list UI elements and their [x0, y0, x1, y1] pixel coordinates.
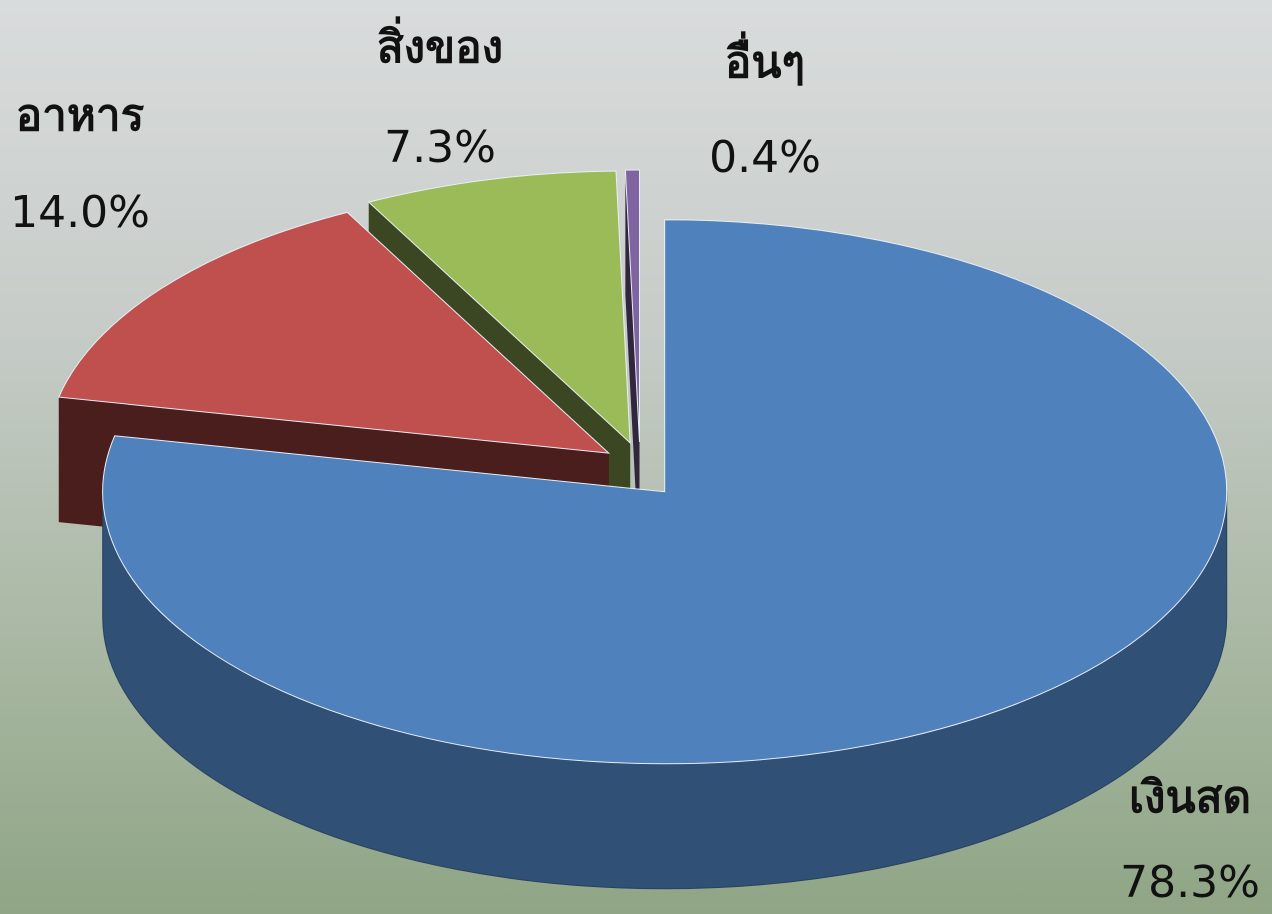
slice-value: 78.3% — [1120, 857, 1260, 908]
labels: เงินสด 78.3% อาหาร 14.0% สิ่งของ 7.3% อื่นๆ 0.4… — [10, 16, 1260, 908]
slice-label: อาหาร — [16, 90, 145, 141]
slice-label: เงินสด — [1129, 772, 1251, 823]
slice-side — [625, 170, 640, 568]
slice-label: อื่นๆ — [725, 31, 805, 88]
slice — [58, 211, 611, 454]
slice — [624, 169, 641, 443]
slice-value: 7.3% — [384, 122, 496, 173]
pie — [58, 169, 1228, 889]
slice — [102, 219, 1228, 765]
slice-value: 14.0% — [10, 187, 150, 238]
slice — [367, 170, 631, 445]
slice-value: 0.4% — [709, 132, 821, 183]
slice-label: สิ่งของ — [377, 16, 503, 73]
